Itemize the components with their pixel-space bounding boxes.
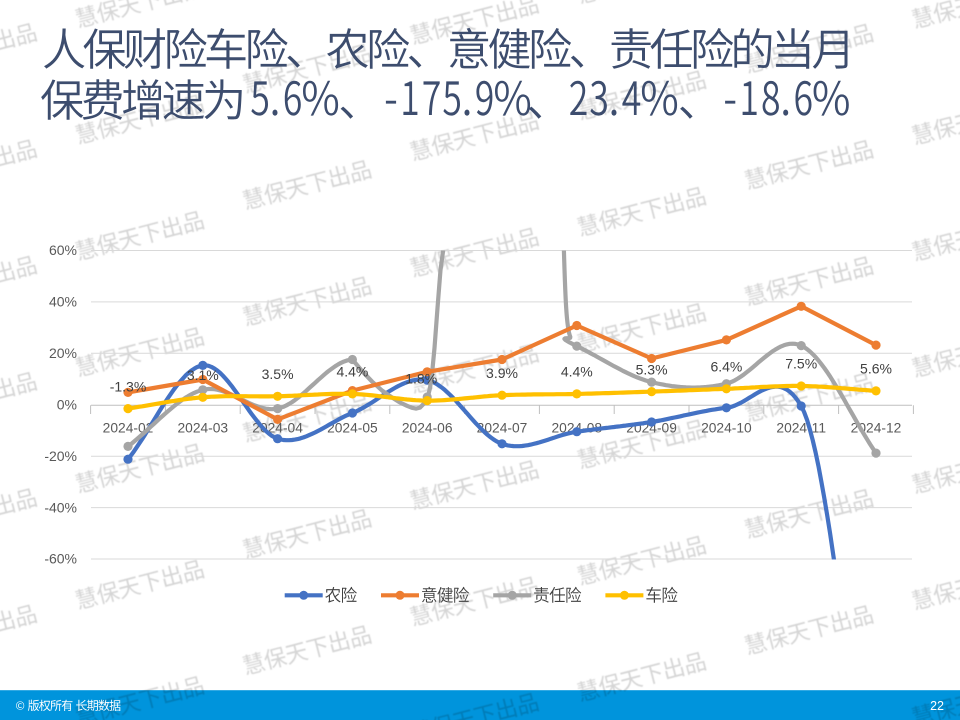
svg-text:3.9%: 3.9% (486, 365, 518, 381)
svg-text:22: 22 (930, 699, 944, 713)
svg-text:0%: 0% (57, 397, 77, 413)
svg-text:3.5%: 3.5% (262, 366, 294, 382)
svg-text:-60%: -60% (44, 551, 77, 567)
svg-text:-20%: -20% (44, 448, 77, 464)
svg-text:2024-07: 2024-07 (477, 421, 528, 436)
svg-text:2024-05: 2024-05 (327, 421, 378, 436)
svg-text:7.5%: 7.5% (785, 356, 817, 372)
svg-text:2024-11: 2024-11 (776, 421, 826, 436)
svg-text:20%: 20% (49, 345, 77, 361)
svg-text:40%: 40% (49, 294, 77, 310)
svg-text:2024-06: 2024-06 (402, 421, 453, 436)
svg-text:4.4%: 4.4% (561, 364, 593, 380)
svg-text:4.4%: 4.4% (336, 364, 368, 380)
svg-text:2024-03: 2024-03 (177, 421, 228, 436)
svg-text:5.6%: 5.6% (860, 361, 892, 377)
svg-text:5.3%: 5.3% (636, 361, 668, 377)
svg-text:1.8%: 1.8% (405, 370, 437, 386)
svg-text:-40%: -40% (44, 499, 77, 515)
svg-text:2024-10: 2024-10 (701, 421, 752, 436)
svg-text:60%: 60% (49, 242, 77, 258)
svg-text:6.4%: 6.4% (710, 359, 742, 375)
svg-text:-1.3%: -1.3% (110, 378, 147, 394)
svg-text:3.1%: 3.1% (187, 367, 219, 383)
svg-text:2024-02: 2024-02 (103, 421, 154, 436)
